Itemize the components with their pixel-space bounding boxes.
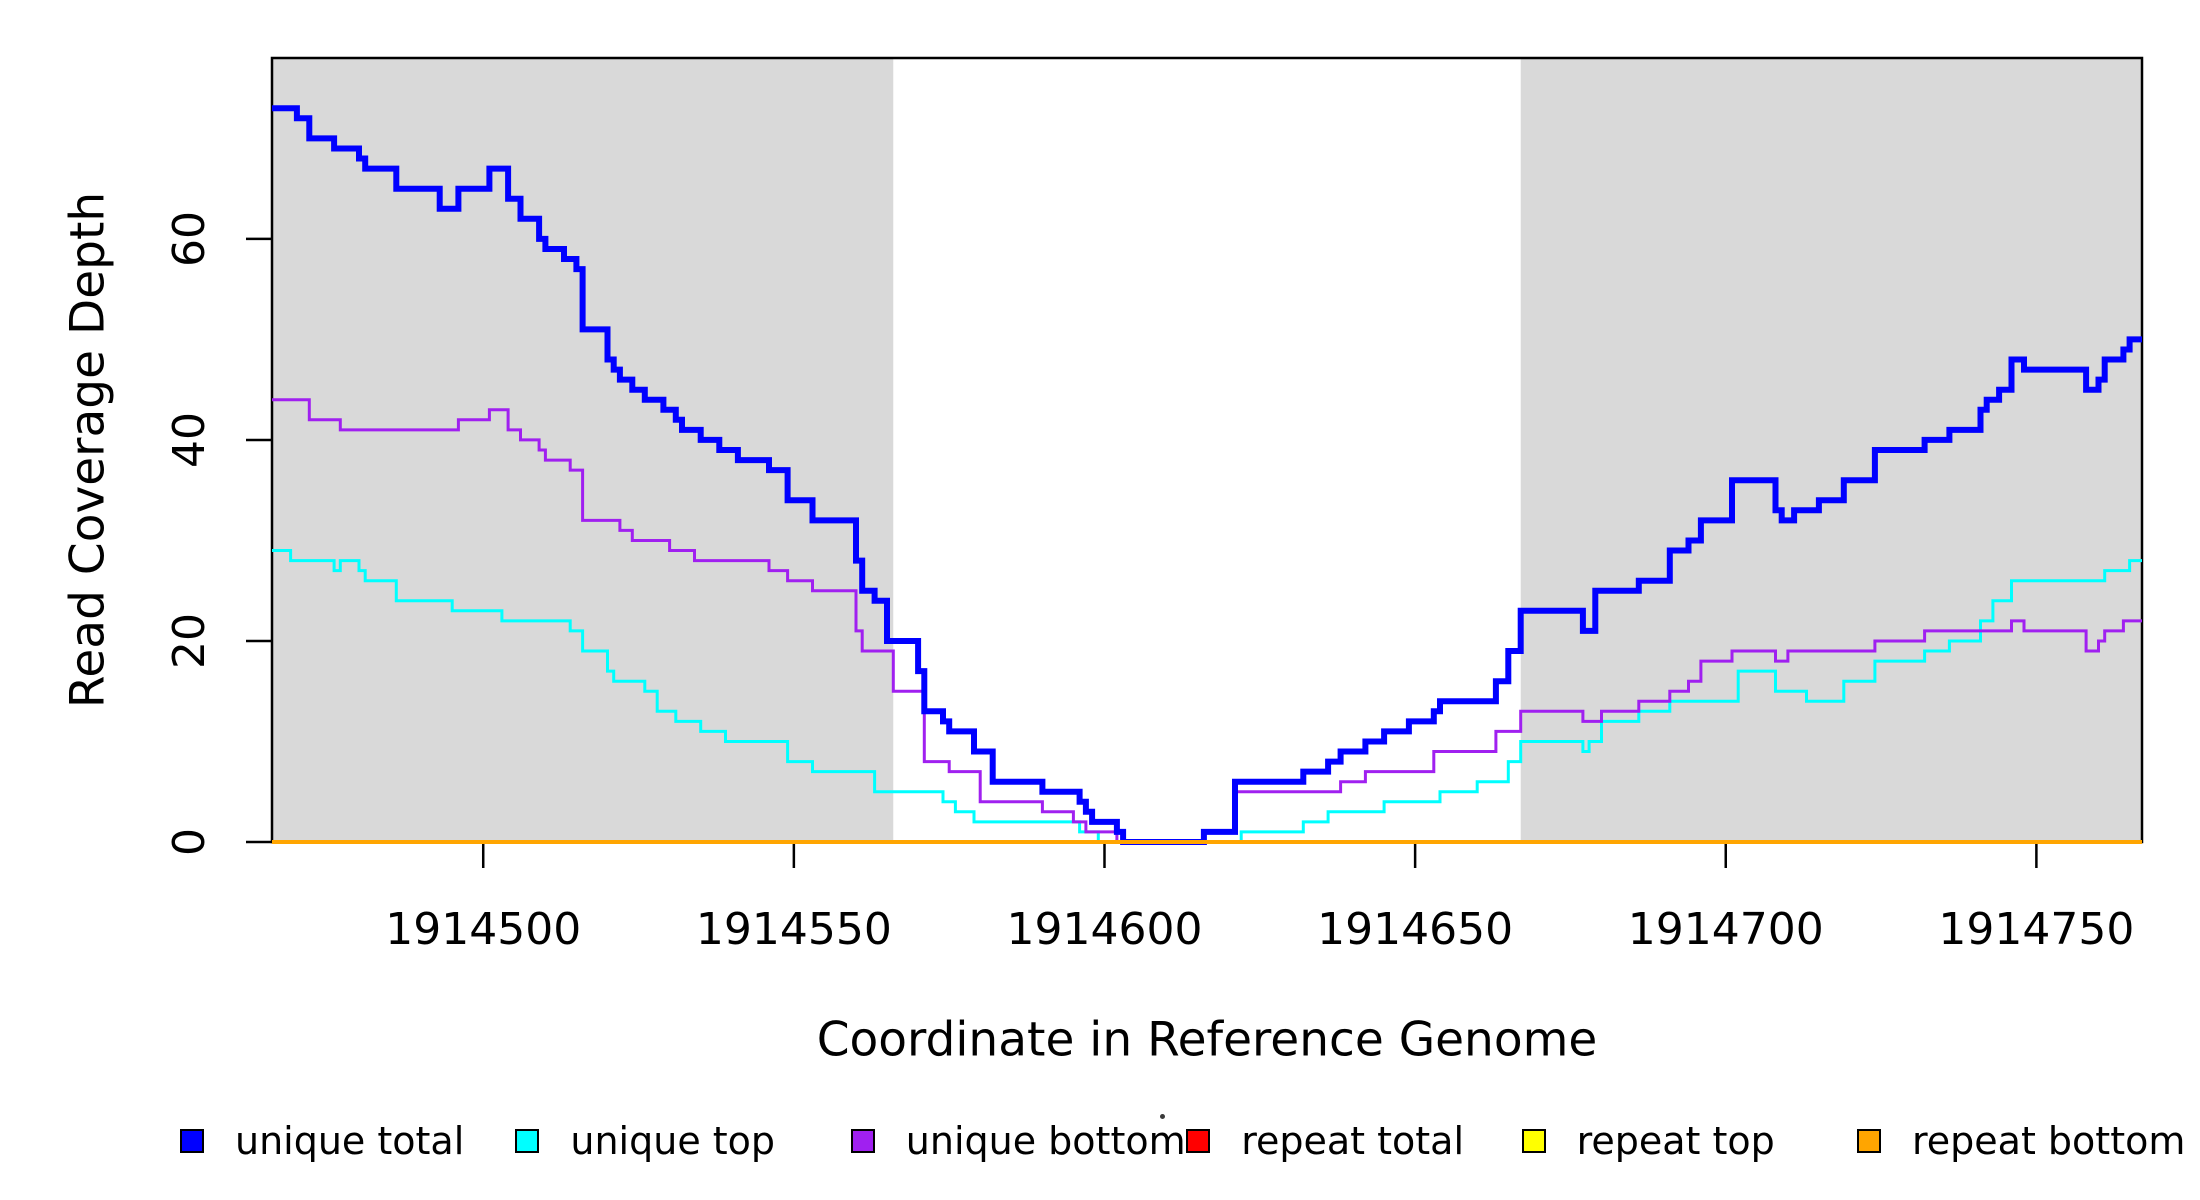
y-axis-title: Read Coverage Depth (60, 191, 116, 709)
x-tick-label-5: 1914750 (1938, 904, 2135, 955)
x-tick-label-4: 1914700 (1627, 904, 1824, 955)
x-tick-label-1: 1914550 (695, 904, 892, 955)
small-dot-artifact (1160, 1114, 1165, 1119)
x-tick-label-2: 1914600 (1006, 904, 1203, 955)
legend-item-unique-top: unique top (515, 1119, 775, 1163)
legend-item-repeat-bottom: repeat bottom (1857, 1119, 2185, 1163)
legend-label: repeat total (1241, 1119, 1465, 1163)
y-tick-label-0: 0 (164, 828, 215, 856)
legend-item-unique-total: unique total (180, 1119, 464, 1163)
legend-swatch-unique-top (515, 1129, 540, 1153)
y-tick-label-3: 60 (164, 210, 215, 267)
legend-item-repeat-top: repeat top (1521, 1119, 1775, 1163)
series-line-unique-total (272, 105, 2142, 845)
legend-swatch-repeat-top (1521, 1129, 1546, 1153)
legend-label: unique total (235, 1119, 465, 1163)
y-tick-label-1: 20 (164, 612, 215, 669)
legend-label: unique top (570, 1119, 776, 1163)
legend-swatch-unique-bottom (850, 1129, 875, 1153)
x-tick-label-3: 1914650 (1317, 904, 1514, 955)
x-tick-label-0: 1914500 (385, 904, 582, 955)
shaded-region-0 (272, 58, 894, 842)
legend-item-repeat-total: repeat total (1186, 1119, 1464, 1163)
y-tick-label-2: 40 (164, 411, 215, 468)
x-axis-title: Coordinate in Reference Genome (816, 1012, 1598, 1068)
legend-label: repeat bottom (1912, 1119, 2186, 1163)
legend-item-unique-bottom: unique bottom (850, 1119, 1186, 1163)
legend-label: unique bottom (905, 1119, 1186, 1163)
legend-label: repeat top (1576, 1119, 1775, 1163)
series-line-unique-bottom (272, 398, 2142, 844)
shaded-region-1 (1520, 58, 2142, 842)
legend-swatch-repeat-total (1186, 1129, 1211, 1153)
legend-swatch-repeat-bottom (1857, 1129, 1881, 1153)
legend-swatch-unique-total (180, 1129, 204, 1153)
